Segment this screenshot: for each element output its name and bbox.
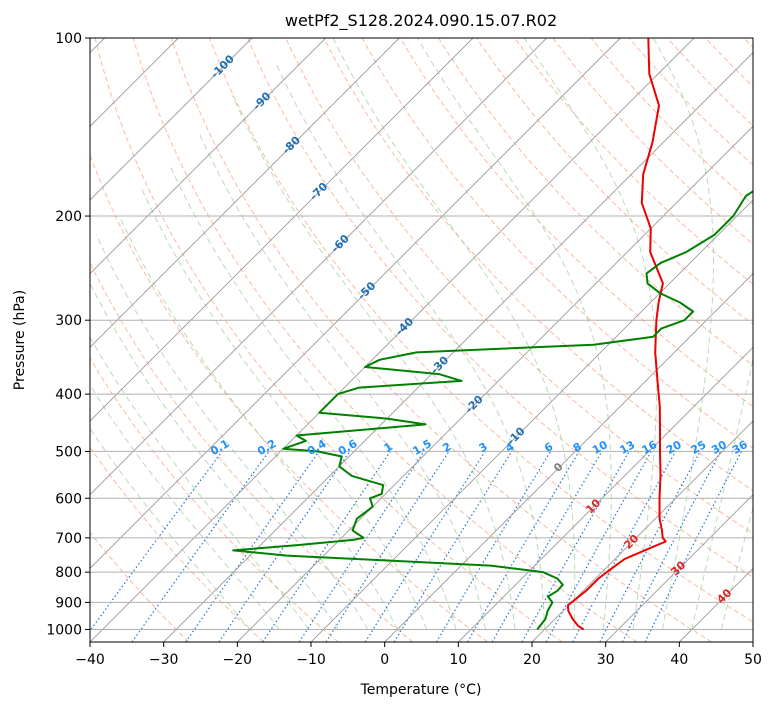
dry-adiabat: [514, 38, 753, 285]
isotherm-line: [90, 38, 326, 275]
y-tick-label: 500: [55, 444, 82, 460]
dry-adiabat: [94, 38, 563, 642]
mixing-ratio-line: [521, 451, 630, 642]
mixing-ratio-line: [545, 451, 652, 642]
moist-adiabat: [231, 95, 516, 630]
x-tick-label: 40: [670, 652, 688, 668]
moist-adiabat: [90, 282, 339, 630]
y-tick-label: 100: [55, 31, 82, 47]
moist-adiabat: [523, 38, 658, 630]
x-tick-label: 20: [523, 652, 541, 668]
mixing-ratio-line: [185, 451, 320, 642]
moist-adiabat: [275, 62, 545, 630]
moist-adiabat: [141, 188, 428, 630]
chart-title: wetPf2_S128.2024.090.15.07.R02: [285, 11, 557, 31]
isotherm-line: [90, 38, 695, 642]
isotherm-line: [90, 38, 621, 569]
isotherm-line: [90, 38, 547, 496]
isotherm-line: [384, 273, 753, 642]
x-tick-label: −10: [296, 652, 326, 668]
y-tick-label: 600: [55, 491, 82, 507]
y-tick-label: 1000: [46, 622, 82, 638]
moist-adiabat: [90, 383, 280, 630]
moist-adiabat: [90, 336, 310, 630]
y-tick-label: 700: [55, 531, 82, 547]
temperature-line: [567, 38, 667, 631]
x-tick-label: 10: [449, 652, 467, 668]
x-tick-label: −40: [75, 652, 105, 668]
moist-adiabat: [720, 506, 753, 630]
isotherm-line: [90, 38, 474, 422]
mixing-ratio-line: [218, 451, 351, 642]
mixing-ratio-line: [644, 451, 743, 642]
dry-adiabat: [323, 38, 753, 492]
mixing-ratio-line: [262, 451, 391, 642]
mixing-ratio-line: [298, 451, 425, 642]
x-tick-label: 30: [597, 652, 615, 668]
isotherm-line: [90, 38, 400, 348]
y-tick-label: 200: [55, 209, 82, 225]
mixing-ratio-line: [90, 451, 223, 632]
moist-adiabat: [118, 215, 398, 630]
isotherm-line: [163, 52, 753, 642]
mixing-ratio-line: [325, 451, 450, 642]
isotherm-line: [531, 420, 753, 642]
moist-adiabat: [170, 166, 457, 630]
dry-adiabat: [209, 38, 753, 623]
isotherm-line: [90, 38, 253, 201]
moist-adiabat: [691, 356, 753, 630]
moist-adiabat: [95, 234, 369, 630]
y-tick-label: 800: [55, 565, 82, 581]
x-tick-label: −20: [223, 652, 253, 668]
background-lines: [90, 38, 753, 642]
x-tick-label: 50: [744, 652, 762, 668]
dewpoint-line: [232, 190, 753, 631]
isotherm-line: [310, 199, 753, 642]
x-tick-label: 0: [380, 652, 389, 668]
moist-adiabat: [417, 38, 612, 630]
dry-adiabat: [90, 531, 190, 642]
isotherm-line: [605, 494, 753, 642]
plot-frame: [89, 37, 754, 643]
x-tick-label: −30: [149, 652, 179, 668]
x-axis-label: Temperature (°C): [360, 682, 482, 698]
y-axis: 100 200 300 400 500 600 700 800 900 1000: [46, 31, 90, 638]
dry-adiabat: [399, 38, 753, 408]
x-axis: −40 −30 −20 −10 0 10 20 30 40 50: [75, 642, 762, 668]
y-tick-label: 900: [55, 595, 82, 611]
pressure-grid: [90, 38, 753, 630]
mixing-ratio-line: [393, 451, 513, 642]
dry-adiabat: [90, 446, 264, 642]
dry-adiabat: [90, 357, 339, 642]
y-tick-label: 300: [55, 313, 82, 329]
mixing-ratio-line: [621, 451, 722, 642]
isotherm-line: [458, 346, 753, 642]
mixing-ratio-line: [572, 451, 677, 642]
dry-adiabat: [170, 38, 712, 642]
dry-adiabat: [247, 38, 753, 578]
moist-adiabat: [652, 38, 714, 630]
dry-adiabat: [90, 153, 488, 642]
sounding-series: [232, 38, 753, 631]
moist-adiabat: [90, 427, 251, 630]
moist-adiabat: [198, 133, 487, 630]
y-tick-label: 400: [55, 387, 82, 403]
y-axis-label: Pressure (hPa): [12, 290, 28, 390]
dry-adiabat: [437, 38, 753, 366]
